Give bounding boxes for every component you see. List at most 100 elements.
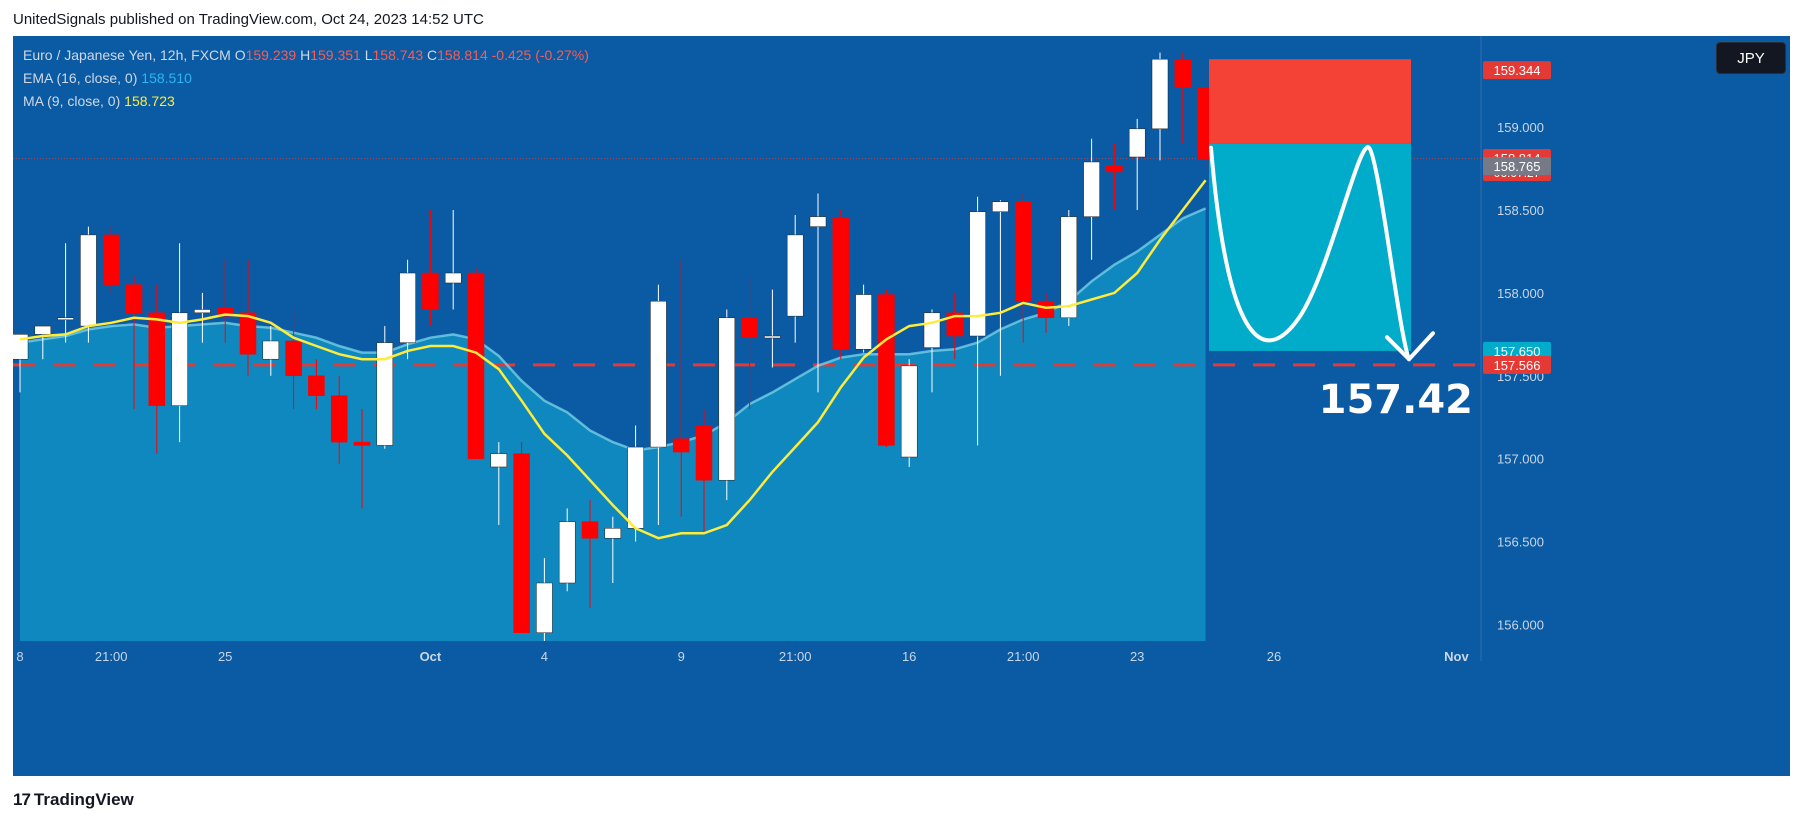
candle-body: [718, 317, 736, 481]
candle: [1174, 52, 1192, 144]
x-tick-label: 21:00: [779, 649, 812, 664]
candle: [102, 226, 120, 293]
candle-body: [34, 325, 52, 335]
candle-body: [102, 234, 120, 285]
legend-open-label: O: [234, 47, 246, 63]
candle: [1083, 138, 1100, 260]
candle-body: [1014, 201, 1032, 302]
price-label-text: 157.650: [1494, 344, 1541, 359]
price-label-text: 157.566: [1494, 358, 1541, 373]
projection-arrow-icon: [1385, 331, 1435, 362]
candle-body: [239, 312, 257, 355]
candle-body: [1060, 216, 1078, 319]
candle-body: [353, 441, 371, 446]
legend-ema-row[interactable]: EMA (16, close, 0) 158.510: [23, 67, 589, 90]
candle: [34, 325, 52, 360]
candle: [695, 408, 713, 534]
candle: [513, 442, 530, 633]
price-label: 159.344: [1483, 61, 1551, 80]
candle-body: [809, 216, 827, 227]
legend-low: 158.743: [372, 47, 424, 63]
currency-button[interactable]: JPY: [1716, 42, 1786, 74]
candle-body: [490, 453, 508, 468]
candle-body: [1106, 165, 1123, 173]
chart-panel[interactable]: 157.42 156.000 156.500 157.000 157.500 158.00…: [13, 36, 1790, 776]
x-tick-label: 23: [1130, 649, 1144, 664]
candle: [832, 210, 850, 360]
candle-body: [171, 312, 188, 406]
y-tick-label: 158.000: [1497, 286, 1544, 301]
candle-body: [900, 365, 918, 458]
candle: [604, 516, 622, 583]
price-label-text: 158.765: [1494, 159, 1541, 174]
candle-body: [695, 425, 713, 481]
tradingview-footer[interactable]: 17 TradingView: [13, 788, 134, 812]
candle: [308, 359, 325, 409]
candle-body: [376, 342, 394, 446]
candle-body: [513, 453, 530, 633]
candle: [1151, 52, 1169, 161]
candle-body: [992, 201, 1009, 212]
candle-body: [13, 334, 29, 360]
y-tick-label: 158.500: [1497, 203, 1544, 218]
legend-ma-label: MA (9, close, 0): [23, 93, 121, 109]
candle: [376, 326, 394, 449]
candle-body: [194, 309, 211, 314]
candle: [650, 284, 667, 525]
candle-body: [444, 272, 462, 284]
legend-close-label: C: [427, 47, 438, 63]
price-axis-bg: [1481, 36, 1790, 776]
candle-body: [604, 528, 622, 539]
price-label-text: 159.344: [1494, 63, 1541, 78]
candle: [57, 243, 74, 343]
candle: [809, 193, 827, 393]
legend-high: 159.351: [310, 47, 361, 63]
candle: [125, 276, 143, 409]
y-tick-label: 156.000: [1497, 617, 1544, 632]
stop-zone: [1209, 59, 1411, 144]
candle-body: [1037, 300, 1055, 319]
y-tick-label: 159.000: [1497, 120, 1544, 135]
candle: [194, 292, 211, 343]
x-tick-label: 25: [218, 649, 232, 664]
price-label: 158.765: [1483, 157, 1551, 176]
x-tick-label: 26: [1267, 649, 1281, 664]
candle: [581, 500, 599, 608]
candle: [627, 425, 644, 542]
ema-line: [19, 207, 1207, 452]
candles: [13, 52, 1214, 641]
tradingview-brand: TradingView: [33, 790, 134, 809]
candle: [1037, 292, 1055, 333]
candle: [969, 196, 986, 446]
candle-body: [878, 294, 895, 446]
candle-body: [855, 294, 872, 350]
candle-body: [57, 317, 74, 321]
candle: [239, 259, 257, 376]
price-chart[interactable]: 157.42156.000156.500157.000157.500158.00…: [13, 36, 1790, 776]
legend-change: -0.425 (-0.27%): [491, 47, 589, 63]
candle: [741, 276, 758, 409]
y-tick-label: 157.000: [1497, 452, 1544, 467]
candle: [764, 289, 781, 368]
legend-symbol-row: Euro / Japanese Yen, 12h, FXCM O159.239 …: [23, 44, 589, 67]
legend-low-label: L: [364, 47, 373, 63]
candle-body: [923, 312, 941, 348]
candle: [353, 408, 371, 509]
candle-body: [422, 272, 439, 310]
legend-open: 159.239: [245, 47, 297, 63]
candle-body: [1083, 161, 1100, 217]
candle-body: [262, 340, 280, 360]
x-tick-label: Nov: [1444, 649, 1469, 664]
candle-body: [1174, 58, 1192, 88]
candle-body: [330, 395, 348, 443]
ma-line: [19, 179, 1207, 540]
legend-ma-row[interactable]: MA (9, close, 0) 158.723: [23, 90, 589, 113]
y-tick-label: 156.500: [1497, 535, 1544, 550]
candle-body: [285, 340, 302, 377]
price-label-bg: [1483, 355, 1551, 374]
candle: [786, 215, 804, 343]
candle: [992, 200, 1009, 376]
projection-path: [1209, 145, 1411, 362]
candle-body: [1128, 128, 1146, 158]
tradingview-logo-icon: 17: [13, 790, 31, 809]
